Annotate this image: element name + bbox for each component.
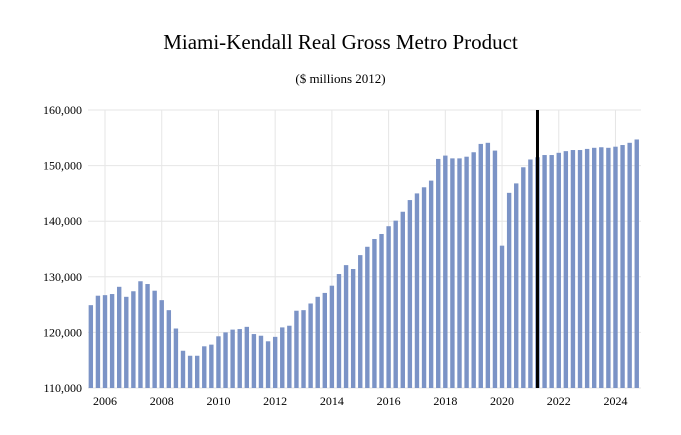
bar <box>457 158 462 388</box>
x-tick-label: 2008 <box>150 394 174 408</box>
bar <box>244 326 250 388</box>
bar <box>414 193 420 388</box>
bar <box>400 211 405 388</box>
bar <box>478 143 483 388</box>
bar <box>450 158 455 388</box>
bar <box>95 295 101 388</box>
x-tick-label: 2014 <box>320 394 344 408</box>
bar <box>166 310 172 388</box>
x-tick-label: 2020 <box>490 394 514 408</box>
bar <box>563 151 569 388</box>
bar <box>379 233 384 388</box>
bar <box>258 335 264 388</box>
bar <box>386 226 391 388</box>
bar <box>336 274 342 388</box>
bar <box>251 334 257 388</box>
bar <box>365 246 370 388</box>
bar <box>436 158 441 388</box>
bar <box>599 147 604 388</box>
bar <box>209 344 214 388</box>
bar <box>343 265 349 388</box>
bar <box>280 327 285 388</box>
bar <box>485 142 491 388</box>
bar <box>109 294 115 388</box>
y-axis-ticks: 110,000 120,000 130,000 140,000 150,000 160,0… <box>43 103 82 395</box>
bar <box>322 292 327 388</box>
x-axis-ticks: 2006 2008 2010 2012 2014 2016 2018 2020 2022 2024 <box>93 394 627 408</box>
bar <box>542 155 547 388</box>
x-tick-label: 2016 <box>377 394 401 408</box>
bar <box>301 310 306 388</box>
x-tick-label: 2018 <box>433 394 457 408</box>
bar <box>620 145 625 388</box>
bar <box>514 183 519 388</box>
bar <box>393 220 398 388</box>
x-tick-label: 2012 <box>263 394 287 408</box>
y-tick-label: 150,000 <box>43 159 82 173</box>
bar <box>499 245 505 388</box>
bar <box>492 150 498 388</box>
bar <box>230 329 235 388</box>
bar <box>421 187 427 388</box>
bar <box>265 341 271 388</box>
bar <box>287 325 292 388</box>
bar <box>272 336 278 388</box>
bar <box>237 329 242 388</box>
bar <box>464 156 469 388</box>
bar <box>329 285 335 388</box>
bar <box>570 150 576 388</box>
bar <box>223 332 228 388</box>
bar <box>471 152 476 388</box>
bar <box>577 150 583 388</box>
bar <box>194 355 200 388</box>
bar <box>102 295 108 388</box>
bar <box>308 303 313 388</box>
bar <box>613 146 618 388</box>
bar <box>88 305 94 388</box>
x-tick-label: 2006 <box>93 394 117 408</box>
y-tick-label: 160,000 <box>43 103 82 117</box>
bar <box>159 300 164 388</box>
y-tick-label: 110,000 <box>43 381 82 395</box>
y-tick-label: 120,000 <box>43 325 82 339</box>
bar <box>216 336 221 388</box>
bar <box>315 296 320 388</box>
x-tick-label: 2024 <box>603 394 627 408</box>
bar <box>202 346 207 388</box>
bar <box>627 142 632 388</box>
bar <box>592 147 597 388</box>
bar-series <box>88 139 639 388</box>
chart-subtitle: ($ millions 2012) <box>295 71 386 86</box>
chart-title: Miami-Kendall Real Gross Metro Product <box>163 30 518 54</box>
bar <box>372 238 377 388</box>
bar <box>584 148 590 388</box>
bar <box>428 180 434 388</box>
bar <box>180 350 186 388</box>
bar <box>131 291 136 388</box>
bar <box>528 159 533 388</box>
bar <box>116 286 122 388</box>
bar <box>506 192 512 388</box>
bar <box>173 328 179 388</box>
y-tick-label: 130,000 <box>43 270 82 284</box>
bar <box>294 310 299 388</box>
bar <box>350 269 356 388</box>
bar <box>124 296 129 388</box>
bar <box>138 281 143 388</box>
bar <box>358 255 363 388</box>
bar <box>443 155 448 388</box>
bar <box>187 355 193 388</box>
bar <box>152 290 157 388</box>
bar <box>606 147 611 388</box>
bar <box>145 284 150 388</box>
bar <box>521 167 526 388</box>
bar <box>407 200 413 388</box>
x-tick-label: 2022 <box>547 394 571 408</box>
bar <box>556 152 561 388</box>
y-tick-label: 140,000 <box>43 214 82 228</box>
x-tick-label: 2010 <box>206 394 230 408</box>
bar <box>549 155 554 388</box>
bar <box>634 139 639 388</box>
